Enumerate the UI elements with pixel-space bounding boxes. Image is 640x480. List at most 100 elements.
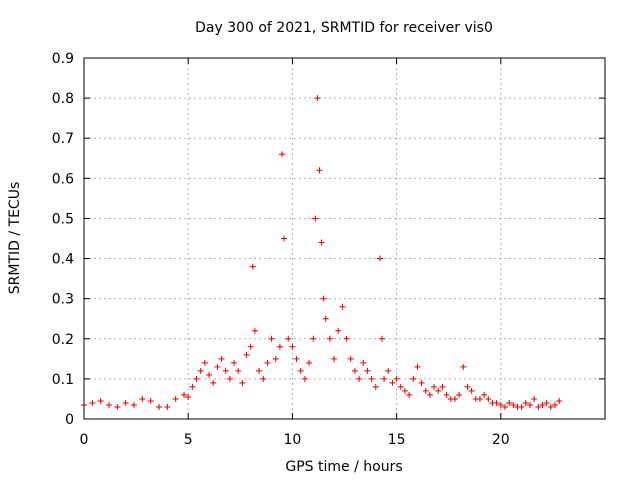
- data-point: [464, 383, 471, 390]
- data-point: [131, 401, 138, 408]
- chart-title: Day 300 of 2021, SRMTID for receiver vis…: [195, 20, 493, 36]
- data-point: [351, 367, 358, 374]
- data-point: [551, 401, 558, 408]
- y-tick-label: 0.4: [52, 252, 74, 268]
- data-point: [164, 403, 171, 410]
- data-point: [414, 363, 421, 370]
- y-tick-label: 0.9: [52, 51, 74, 67]
- data-point: [218, 355, 225, 362]
- data-point: [316, 167, 323, 174]
- data-point: [360, 359, 367, 366]
- data-point: [297, 367, 304, 374]
- data-point: [389, 379, 396, 386]
- data-point: [435, 387, 442, 394]
- data-point: [97, 397, 104, 404]
- x-axis: 0 5 10 15 20: [80, 58, 510, 448]
- data-point: [89, 399, 96, 406]
- data-point: [222, 367, 229, 374]
- x-tick-label: 10: [283, 432, 301, 448]
- y-tick-label: 0.6: [52, 171, 74, 187]
- data-point: [518, 403, 525, 410]
- grid: [84, 58, 605, 419]
- data-point: [451, 395, 458, 402]
- data-point: [114, 403, 121, 410]
- data-point: [122, 399, 129, 406]
- data-point: [249, 263, 256, 270]
- data-point: [322, 315, 329, 322]
- data-point: [531, 395, 538, 402]
- data-point: [206, 371, 213, 378]
- plot-frame: [83, 57, 606, 420]
- data-point: [181, 391, 188, 398]
- data-point: [318, 239, 325, 246]
- y-tick-label: 0.7: [52, 131, 74, 147]
- data-point: [335, 327, 342, 334]
- data-point: [189, 383, 196, 390]
- y-tick-label: 0.5: [52, 211, 74, 227]
- data-point: [543, 399, 550, 406]
- data-point: [460, 363, 467, 370]
- data-point: [381, 375, 388, 382]
- data-point: [210, 379, 217, 386]
- data-point: [214, 363, 221, 370]
- data-point: [510, 401, 517, 408]
- data-point: [276, 343, 283, 350]
- data-point: [476, 395, 483, 402]
- data-point: [247, 343, 254, 350]
- data-point: [320, 295, 327, 302]
- data-point: [372, 383, 379, 390]
- data-point: [481, 391, 488, 398]
- y-tick-label: 0.8: [52, 91, 74, 107]
- data-point: [285, 335, 292, 342]
- data-point: [556, 397, 563, 404]
- y-tick-label: 0.3: [52, 292, 74, 308]
- data-point: [260, 375, 267, 382]
- data-point: [231, 359, 238, 366]
- data-point: [422, 387, 429, 394]
- data-point: [331, 355, 338, 362]
- data-point: [139, 395, 146, 402]
- data-point: [418, 379, 425, 386]
- data-point: [347, 355, 354, 362]
- data-point: [293, 355, 300, 362]
- data-point: [193, 375, 200, 382]
- data-point: [456, 391, 463, 398]
- y-tick-label: 0.2: [52, 332, 74, 348]
- data-point: [376, 255, 383, 262]
- data-point: [156, 403, 163, 410]
- data-point: [497, 401, 504, 408]
- data-point: [147, 397, 154, 404]
- data-point: [314, 95, 321, 102]
- data-point: [506, 399, 513, 406]
- data-point: [281, 235, 288, 242]
- data-point: [379, 335, 386, 342]
- data-point: [493, 399, 500, 406]
- data-point: [364, 367, 371, 374]
- data-point: [201, 359, 208, 366]
- data-point: [289, 343, 296, 350]
- data-point: [468, 387, 475, 394]
- data-point: [343, 335, 350, 342]
- data-point: [406, 391, 413, 398]
- data-point: [106, 401, 113, 408]
- data-point: [243, 351, 250, 358]
- data-point: [278, 151, 285, 158]
- data-point: [393, 375, 400, 382]
- data-point: [326, 335, 333, 342]
- data-point: [256, 367, 263, 374]
- data-points: [81, 95, 563, 410]
- data-point: [368, 375, 375, 382]
- data-point: [356, 375, 363, 382]
- data-point: [301, 375, 308, 382]
- data-point: [485, 395, 492, 402]
- data-point: [535, 403, 542, 410]
- x-axis-title: GPS time / hours: [285, 459, 402, 475]
- data-point: [410, 375, 417, 382]
- y-tick-label: 0: [65, 412, 74, 428]
- y-axis: 0 0.1 0.2 0.3 0.4 0.5 0.6 0.7 0.8 0.9: [52, 51, 605, 428]
- data-point: [443, 391, 450, 398]
- data-point: [264, 359, 271, 366]
- data-point: [539, 401, 546, 408]
- data-point: [235, 367, 242, 374]
- data-point: [439, 383, 446, 390]
